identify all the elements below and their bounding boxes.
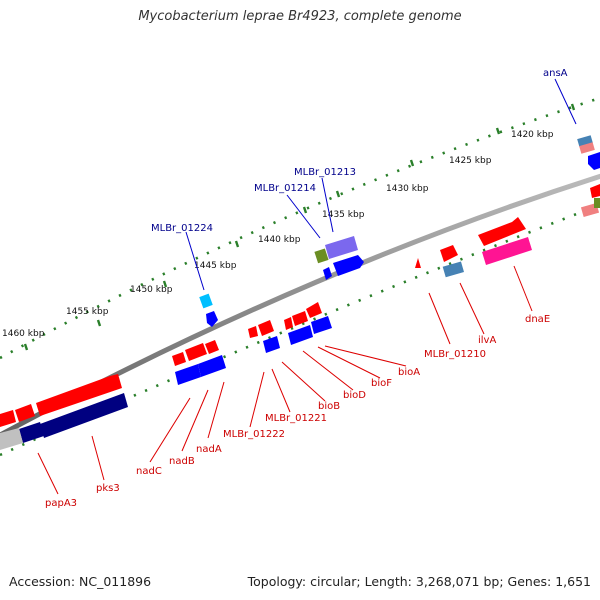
feature-bioD[interactable] [311,316,332,334]
feature-MLBr_01221-red[interactable] [258,320,274,336]
gene-label-MLBr_01221[interactable]: MLBr_01221 [265,413,327,424]
feature-MLBr_01210[interactable] [415,258,421,268]
gene-label-nadA[interactable]: nadA [196,444,222,455]
feature-bio-red-3[interactable] [284,317,293,330]
kbp-labels: 1420 kbp 1425 kbp 1430 kbp 1435 kbp 1440… [2,130,554,339]
top-gene-labels: ansA MLBr_01213 MLBr_01214 MLBr_01224 [151,68,568,234]
feature-grey-block[interactable] [0,428,23,450]
gene-label-nadC[interactable]: nadC [136,466,162,477]
pks-cluster-features [0,374,128,450]
feature-blue-arrow-2[interactable] [206,311,218,327]
feature-edge-olive[interactable] [594,198,600,208]
feature-MLBr_01214[interactable] [314,248,329,264]
feature-MLBr_01224[interactable] [199,293,213,309]
gene-label-nadB[interactable]: nadB [169,456,195,467]
feature-MLBr_01213[interactable] [325,236,358,259]
feature-nadB[interactable] [175,364,201,385]
feature-nad-red-1[interactable] [172,352,186,366]
feature-nadA[interactable] [198,355,226,377]
feature-edge-red[interactable] [590,184,600,198]
tick-label-1445: 1445 kbp [194,261,237,271]
outer-features [199,135,600,327]
feature-dnaE[interactable] [482,237,532,265]
major-ticks [23,103,576,351]
bottom-leaders [37,265,533,495]
tick-label-1425: 1425 kbp [449,156,492,166]
feature-bioB[interactable] [288,325,313,345]
gene-label-dnaE[interactable]: dnaE [525,314,550,325]
feature-blue-block-1[interactable] [333,255,364,276]
feature-papA3[interactable] [19,422,44,443]
gene-label-MLBr_01214[interactable]: MLBr_01214 [254,183,316,194]
tick-label-1460: 1460 kbp [2,329,45,339]
feature-pks3-red[interactable] [36,374,122,416]
gene-label-pks3[interactable]: pks3 [96,483,120,494]
feature-nad-red-3[interactable] [205,340,219,354]
feature-red-arrow-ilvA[interactable] [440,245,458,262]
feature-nad-red-2[interactable] [185,343,207,361]
feature-ilvA[interactable] [442,261,464,278]
feature-papA3-red-2[interactable] [0,410,16,427]
gene-label-MLBr_01224[interactable]: MLBr_01224 [151,223,213,234]
feature-ansA-partner[interactable] [579,142,595,154]
gene-label-bioA[interactable]: bioA [398,367,420,378]
genome-summary-text: Topology: circular; Length: 3,268,071 bp… [247,574,591,589]
nad-cluster-features [172,340,226,385]
feature-pks3[interactable] [40,393,128,438]
gene-label-bioB[interactable]: bioB [318,401,340,412]
gene-label-ilvA[interactable]: ilvA [478,335,496,346]
map-title: Mycobacterium leprae Br4923, complete ge… [138,9,462,24]
feature-dnaE-red[interactable] [478,217,526,246]
gene-label-bioF[interactable]: bioF [371,378,392,389]
bottom-gene-labels: dnaE ilvA MLBr_01210 bioA bioF bioD bioB… [45,314,550,509]
gene-label-MLBr_01222[interactable]: MLBr_01222 [223,429,285,440]
tick-label-1450: 1450 kbp [130,285,173,295]
tick-label-1440: 1440 kbp [258,235,301,245]
gene-label-bioD[interactable]: bioD [343,390,366,401]
feature-MLBr_01221[interactable] [263,336,280,353]
accession-text: Accession: NC_011896 [9,574,152,589]
tick-label-1455: 1455 kbp [66,307,109,317]
gene-label-papA3[interactable]: papA3 [45,498,77,509]
feature-papA3-red-1[interactable] [15,404,35,422]
tick-label-1435: 1435 kbp [322,210,365,220]
tick-label-1420: 1420 kbp [511,130,554,140]
gene-label-ansA[interactable]: ansA [543,68,568,79]
gene-label-MLBr_01210[interactable]: MLBr_01210 [424,349,486,360]
feature-blue-arrow-1[interactable] [323,267,332,280]
tick-label-1430: 1430 kbp [386,184,429,194]
feature-ansA-arrow[interactable] [588,152,600,170]
feature-bio-red-2[interactable] [306,302,322,318]
feature-MLBr_01221-red-2[interactable] [248,326,258,338]
gene-label-MLBr_01213[interactable]: MLBr_01213 [294,167,356,178]
feature-bio-red-1[interactable] [292,311,308,326]
bio-cluster-features [248,302,332,353]
top-leaders [185,78,577,291]
